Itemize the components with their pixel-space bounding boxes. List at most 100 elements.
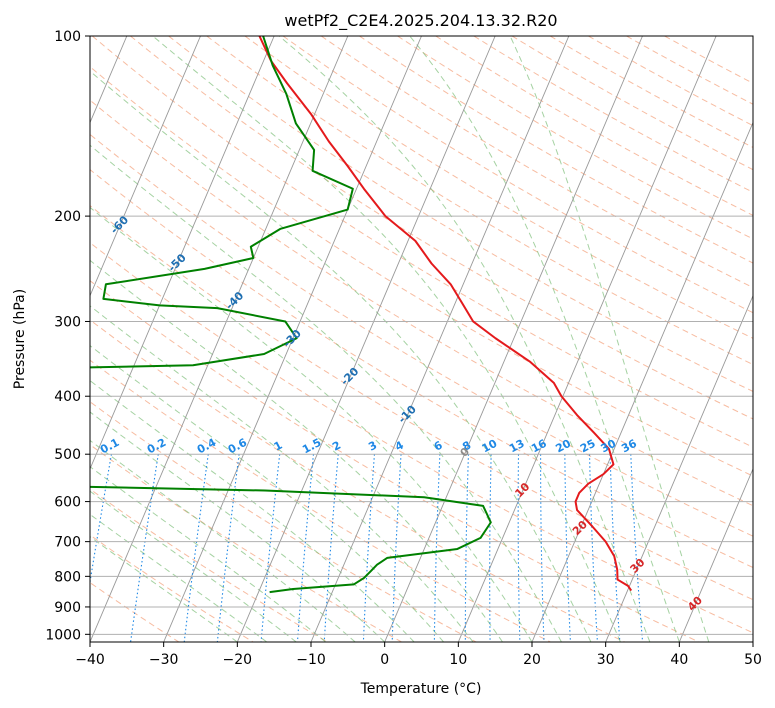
- x-tick-label: −30: [149, 652, 179, 668]
- dry-adiabat: [90, 66, 753, 477]
- mixing-ratio-line: [216, 454, 240, 642]
- moist-adiabat: [90, 259, 503, 642]
- x-tick-label: 50: [744, 652, 762, 668]
- mixing-ratio-label: 0.6: [226, 436, 250, 457]
- y-tick-label: 700: [54, 535, 81, 551]
- moist-adiabat: [409, 36, 680, 642]
- x-tick-label: 10: [449, 652, 467, 668]
- y-axis-title: Pressure (hPa): [12, 289, 28, 389]
- dewpoint-profile: [90, 36, 492, 594]
- y-tick-label: 400: [54, 389, 81, 405]
- dry-adiabat: [282, 36, 753, 314]
- x-tick-label: −10: [296, 652, 326, 668]
- dry-adiabat: [90, 488, 328, 642]
- isotherm-label: 30: [628, 556, 648, 576]
- dry-adiabat: [588, 36, 753, 127]
- y-tick-label: 300: [54, 314, 81, 330]
- mixing-ratio-label: 0.4: [195, 436, 219, 457]
- mixing-ratio-label: 10: [480, 437, 500, 456]
- dry-adiabat: [90, 401, 477, 642]
- moist-adiabat: [90, 513, 268, 642]
- x-axis-title: Temperature (°C): [360, 681, 482, 697]
- dry-adiabat: [90, 280, 700, 642]
- mixing-ratio-label: 20: [553, 437, 573, 456]
- y-tick-label: 1000: [45, 627, 81, 643]
- moist-adiabat: [90, 305, 474, 642]
- moist-adiabat: [152, 36, 621, 642]
- isotherm-line: [90, 36, 275, 471]
- dry-adiabat: [244, 36, 753, 339]
- x-tick-label: 20: [523, 652, 541, 668]
- moist-adiabat: [90, 411, 386, 642]
- mixing-ratio-line: [433, 454, 441, 642]
- moist-adiabat: [90, 206, 533, 642]
- mixing-ratio-line: [296, 454, 314, 642]
- dry-adiabat: [90, 319, 625, 642]
- mixing-ratio-label: 4: [393, 438, 406, 453]
- isotherm-line: [531, 121, 753, 642]
- dry-adiabat: [397, 36, 753, 240]
- mixing-ratio-line: [391, 454, 402, 642]
- dry-adiabat: [206, 36, 753, 366]
- dry-adiabat: [90, 444, 402, 642]
- mixing-ratio-line: [130, 454, 159, 642]
- moist-adiabat: [90, 536, 238, 642]
- mixing-ratio-line: [90, 454, 112, 586]
- dry-adiabat: [90, 133, 753, 537]
- moist-adiabat: [90, 466, 327, 642]
- isotherm-line: [384, 36, 643, 642]
- isotherm-label: -60: [108, 213, 131, 236]
- y-tick-label: 600: [54, 495, 81, 511]
- y-tick-label: 200: [54, 209, 81, 225]
- mixing-ratio-line: [540, 454, 545, 642]
- moist-adiabat: [278, 36, 651, 642]
- x-tick-label: 0: [380, 652, 389, 668]
- isotherm-line: [163, 36, 422, 642]
- moist-adiabat: [90, 379, 415, 642]
- dry-adiabat: [90, 359, 551, 642]
- isotherm-line: [752, 640, 753, 642]
- dry-adiabat: [435, 36, 753, 216]
- x-tick-label: 30: [597, 652, 615, 668]
- mixing-ratio-label: 30: [599, 437, 619, 456]
- isoline-labels: 0.1 0.2 0.4 0.6 1 1.5 2 3 4 6 8 10 13 16 20 25 30 36-60-5…: [98, 213, 705, 614]
- dry-adiabat: [130, 36, 753, 420]
- dry-adiabat: [90, 168, 753, 569]
- mixing-ratio-line: [609, 454, 621, 642]
- mixing-ratio-line: [517, 454, 521, 642]
- mixing-ratio-label: 1: [272, 439, 285, 454]
- temperature-profile: [258, 36, 633, 592]
- dry-adiabat: [91, 36, 753, 448]
- mixing-ratio-line: [464, 454, 469, 642]
- moist-adiabat: [509, 36, 710, 642]
- mixing-ratio-label: 0.2: [145, 436, 168, 457]
- moist-adiabat: [90, 490, 297, 642]
- mixing-ratio-label: 13: [507, 437, 527, 456]
- dry-adiabat: [511, 36, 753, 171]
- moist-adiabat: [90, 144, 562, 642]
- dry-adiabat: [90, 242, 753, 634]
- axes: −40 −30 −20 −10 0 10 20 30 40 5010020030040050060…: [45, 29, 762, 668]
- mixing-ratio-label: 6: [432, 438, 445, 453]
- dry-adiabat: [664, 36, 753, 84]
- dry-adiabat: [320, 36, 753, 289]
- dry-adiabat: [90, 205, 753, 601]
- mixing-ratio-line: [489, 454, 492, 642]
- isotherm-label: -20: [338, 365, 361, 388]
- dry-adiabat: [473, 36, 753, 193]
- isotherm-label: -10: [396, 403, 419, 426]
- y-tick-label: 500: [54, 447, 81, 463]
- isotherm-label: -30: [281, 327, 304, 350]
- isotherm-line: [605, 294, 753, 642]
- mixing-ratio-label: 25: [578, 437, 598, 456]
- mixing-ratio-line: [183, 454, 209, 642]
- isotherm-label: 40: [685, 594, 705, 614]
- mixing-ratio-line: [362, 454, 375, 642]
- x-tick-label: −20: [223, 652, 253, 668]
- x-tick-label: −40: [75, 652, 105, 668]
- mixing-ratio-line: [630, 454, 644, 642]
- isotherm-line: [90, 36, 201, 297]
- isotherm-line: [310, 36, 570, 642]
- plot-frame: [89, 35, 754, 643]
